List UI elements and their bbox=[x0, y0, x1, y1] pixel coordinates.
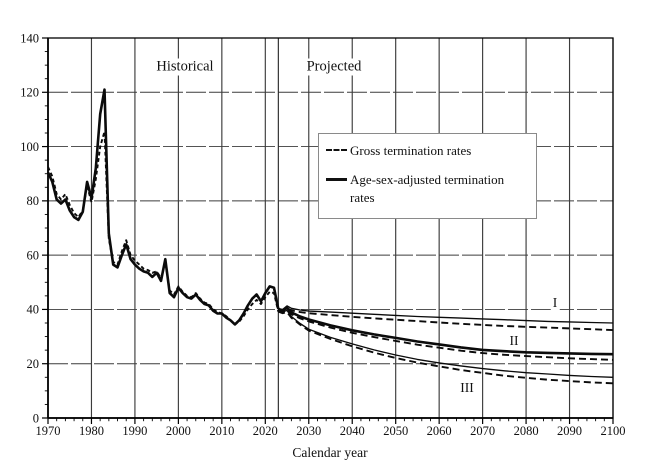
x-tick-label: 1970 bbox=[36, 424, 61, 438]
x-tick-label: 2050 bbox=[383, 424, 408, 438]
x-tick-label: 2010 bbox=[209, 424, 234, 438]
x-tick-label: 2080 bbox=[514, 424, 539, 438]
legend-item-gross: Gross termination rates bbox=[326, 142, 531, 160]
legend-label-gross: Gross termination rates bbox=[350, 143, 472, 158]
x-tick-label: 2090 bbox=[557, 424, 582, 438]
series-gross-historical bbox=[47, 130, 280, 326]
series-alt-II-adjusted-projected bbox=[277, 306, 614, 356]
x-tick-label: 2000 bbox=[166, 424, 191, 438]
scenario-label-alt-1: I bbox=[550, 295, 560, 311]
y-tick-label: 80 bbox=[27, 194, 40, 208]
y-tick-label: 100 bbox=[20, 140, 39, 154]
region-label-historical: Historical bbox=[151, 58, 219, 76]
solid-line-sample-icon bbox=[326, 178, 347, 182]
series-alt-III-adjusted-projected bbox=[277, 308, 614, 378]
x-axis-title: Calendar year bbox=[292, 445, 368, 460]
chart-legend: Gross termination rates Age-sex-adjusted… bbox=[318, 133, 537, 219]
x-tick-label: 2040 bbox=[340, 424, 365, 438]
x-tick-label: 2020 bbox=[253, 424, 278, 438]
legend-item-adjusted: Age-sex-adjusted termination rates bbox=[326, 171, 531, 207]
x-tick-label: 2030 bbox=[296, 424, 321, 438]
x-tick-label: 2100 bbox=[601, 424, 626, 438]
y-tick-label: 120 bbox=[20, 86, 39, 100]
x-tick-label: 2060 bbox=[427, 424, 452, 438]
x-tick-label: 1990 bbox=[122, 424, 147, 438]
scenario-label-alt-3: III bbox=[458, 380, 476, 396]
dashed-line-sample-icon bbox=[326, 149, 347, 151]
y-tick-label: 20 bbox=[27, 357, 40, 371]
series-alt-I-adjusted-projected bbox=[278, 305, 614, 324]
series-alt-III-gross-projected bbox=[277, 310, 614, 385]
y-tick-label: 140 bbox=[20, 31, 39, 45]
y-tick-label: 0 bbox=[33, 411, 39, 425]
y-tick-label: 60 bbox=[27, 248, 40, 262]
region-label-projected: Projected bbox=[301, 58, 367, 76]
plot-border bbox=[47, 37, 614, 419]
y-tick-label: 40 bbox=[27, 303, 40, 317]
x-tick-label: 2070 bbox=[470, 424, 495, 438]
scenario-label-alt-2: II bbox=[507, 333, 521, 349]
series-alt-I-gross-projected bbox=[278, 307, 614, 332]
legend-label-adjusted: Age-sex-adjusted termination rates bbox=[350, 172, 505, 206]
series-adjusted-historical bbox=[46, 88, 280, 326]
series-alt-II-gross-projected bbox=[278, 308, 614, 361]
x-tick-label: 1980 bbox=[79, 424, 104, 438]
